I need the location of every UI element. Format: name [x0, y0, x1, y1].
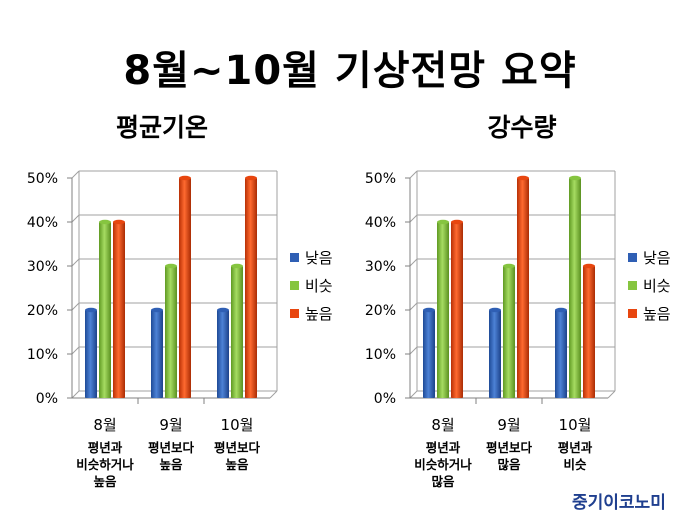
- bar-비슷: [99, 222, 111, 398]
- legend-swatch: [628, 309, 637, 318]
- bar-낮음: [555, 310, 567, 398]
- y-tick-label: 20%: [27, 303, 58, 319]
- bar-높음: [245, 178, 257, 398]
- bar-top-cap: [113, 219, 125, 225]
- x-tick-label: 8월: [431, 416, 454, 434]
- x-tick-label: 10월: [221, 416, 254, 434]
- grid-diagonal: [71, 170, 80, 179]
- bar-top-cap: [503, 263, 515, 269]
- category-note: 높음: [93, 474, 117, 489]
- bar-비슷: [503, 266, 515, 398]
- bar-top-cap: [245, 175, 257, 181]
- bar-top-cap: [217, 307, 229, 313]
- watermark-logo: 중기이코노미: [572, 493, 666, 513]
- category-note: 높음: [225, 457, 249, 472]
- bar-비슷: [165, 266, 177, 398]
- legend-label: 높음: [305, 305, 333, 323]
- bar-낮음: [217, 310, 229, 398]
- y-tick-label: 30%: [365, 259, 396, 275]
- category-note: 평년과: [426, 440, 461, 455]
- page-title: 8월~10월 기상전망 요약: [123, 48, 577, 94]
- legend-label: 비슷: [643, 277, 671, 295]
- bar-top-cap: [231, 263, 243, 269]
- legend-label: 낮음: [305, 249, 333, 267]
- bar-낮음: [85, 310, 97, 398]
- bar-top-cap: [437, 219, 449, 225]
- bar-top-cap: [489, 307, 501, 313]
- legend-label: 높음: [643, 305, 671, 323]
- category-note: 비슷하거나: [414, 457, 472, 472]
- bar-낮음: [423, 310, 435, 398]
- bar-top-cap: [423, 307, 435, 313]
- floor-edge: [269, 390, 278, 399]
- category-note: 많음: [497, 457, 521, 472]
- x-tick-label: 9월: [497, 416, 520, 434]
- x-tick-label: 8월: [93, 416, 116, 434]
- grid-diagonal: [71, 302, 80, 311]
- bar-높음: [113, 222, 125, 398]
- y-tick-label: 30%: [27, 259, 58, 275]
- x-tick-label: 9월: [159, 416, 182, 434]
- legend-swatch: [628, 281, 637, 290]
- legend-swatch: [290, 253, 299, 262]
- legend-label: 낮음: [643, 249, 671, 267]
- bar-top-cap: [451, 219, 463, 225]
- legend-swatch: [290, 281, 299, 290]
- grid-diagonal: [71, 346, 80, 355]
- grid-diagonal: [409, 214, 418, 223]
- bar-top-cap: [165, 263, 177, 269]
- bar-비슷: [231, 266, 243, 398]
- bar-top-cap: [569, 175, 581, 181]
- legend-swatch: [290, 309, 299, 318]
- category-note: 평년과: [88, 440, 123, 455]
- bar-top-cap: [583, 263, 595, 269]
- y-tick-label: 0%: [36, 391, 58, 407]
- legend-label: 비슷: [305, 277, 333, 295]
- category-note: 높음: [159, 457, 183, 472]
- y-tick-label: 20%: [365, 303, 396, 319]
- bar-높음: [179, 178, 191, 398]
- bar-비슷: [437, 222, 449, 398]
- category-note: 평년보다: [214, 440, 261, 455]
- bar-높음: [583, 266, 595, 398]
- bar-낮음: [151, 310, 163, 398]
- bar-top-cap: [99, 219, 111, 225]
- chart-title-temperature: 평균기온: [115, 113, 208, 142]
- bar-top-cap: [179, 175, 191, 181]
- bar-비슷: [569, 178, 581, 398]
- bar-top-cap: [151, 307, 163, 313]
- grid-diagonal: [409, 170, 418, 179]
- category-note: 많음: [431, 474, 455, 489]
- y-tick-label: 40%: [365, 215, 396, 231]
- grid-diagonal: [71, 258, 80, 267]
- category-note: 평년보다: [486, 440, 533, 455]
- y-tick-label: 10%: [27, 347, 58, 363]
- bar-높음: [451, 222, 463, 398]
- grid-diagonal: [409, 258, 418, 267]
- grid-diagonal: [71, 390, 80, 399]
- category-note: 비슷: [563, 457, 587, 472]
- chart-title-precipitation: 강수량: [487, 113, 557, 142]
- y-tick-label: 10%: [365, 347, 396, 363]
- bar-top-cap: [517, 175, 529, 181]
- bar-낮음: [489, 310, 501, 398]
- bar-top-cap: [85, 307, 97, 313]
- bar-높음: [517, 178, 529, 398]
- grid-diagonal: [71, 214, 80, 223]
- y-tick-label: 50%: [365, 171, 396, 187]
- category-note: 비슷하거나: [76, 457, 134, 472]
- legend-swatch: [628, 253, 637, 262]
- y-tick-label: 50%: [27, 171, 58, 187]
- bar-top-cap: [555, 307, 567, 313]
- category-note: 평년보다: [148, 440, 195, 455]
- grid-diagonal: [409, 302, 418, 311]
- y-tick-label: 40%: [27, 215, 58, 231]
- grid-diagonal: [409, 390, 418, 399]
- grid-diagonal: [409, 346, 418, 355]
- y-tick-label: 0%: [374, 391, 396, 407]
- floor-edge: [607, 390, 616, 399]
- x-tick-label: 10월: [559, 416, 592, 434]
- category-note: 평년과: [558, 440, 593, 455]
